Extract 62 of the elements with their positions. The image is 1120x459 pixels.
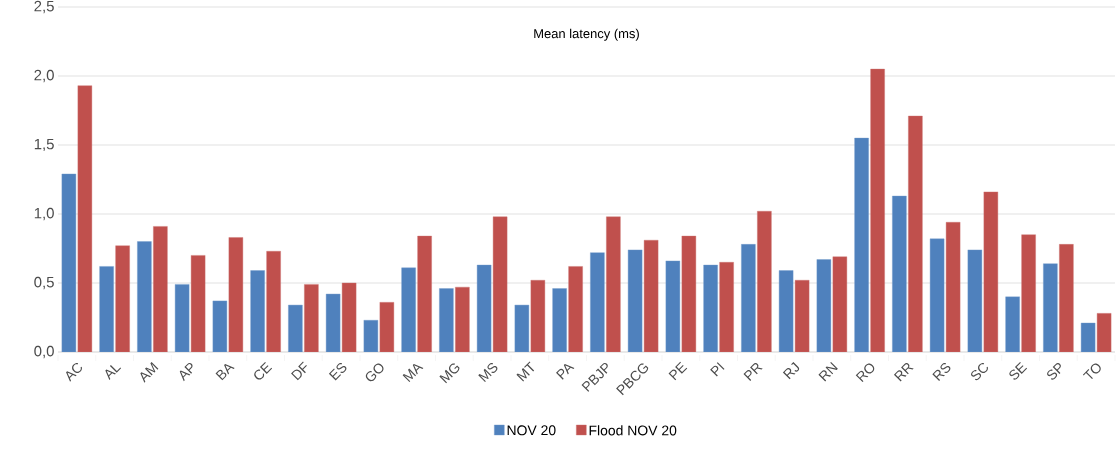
bar	[401, 267, 416, 352]
bar	[250, 270, 265, 352]
bar	[757, 211, 772, 352]
x-tick-label: AC	[66, 363, 82, 382]
bar	[703, 264, 718, 352]
x-tick-label: AL	[105, 364, 122, 381]
bar	[908, 115, 923, 352]
bar	[115, 245, 130, 352]
bar	[137, 241, 152, 352]
x-tick-label: AP	[179, 362, 193, 382]
legend-label: Flood NOV 20	[589, 425, 677, 436]
bar	[99, 266, 114, 352]
x-tick-label: MT	[516, 361, 535, 382]
bar	[870, 68, 885, 352]
bar	[719, 262, 734, 352]
x-tick-label: PA	[556, 363, 575, 380]
bar	[741, 244, 756, 352]
y-tick-label: 2,0	[34, 69, 54, 83]
legend-label: NOV 20	[507, 425, 556, 436]
bar	[304, 284, 319, 352]
x-tick-label: MG	[439, 363, 460, 384]
y-tick-label: 0,0	[34, 345, 54, 359]
x-tick-label: SE	[1009, 361, 1028, 380]
x-tick-label: AM	[140, 362, 159, 383]
y-tick-label: 0,5	[34, 276, 54, 290]
x-tick-label: PR	[743, 363, 763, 381]
x-tick-label: RS	[932, 362, 951, 381]
text: Mean latency (ms)	[534, 28, 639, 41]
bar	[266, 251, 281, 352]
bar	[590, 252, 605, 352]
x-tick-label: MA	[402, 363, 424, 382]
x-tick-label: SP	[1047, 363, 1061, 380]
x-tick-label: DF	[291, 361, 307, 381]
bar	[455, 286, 470, 352]
bar	[417, 235, 432, 352]
x-tick-label: PI	[710, 362, 725, 377]
x-tick-label: RJ	[782, 361, 800, 380]
x-tick-label: GO	[365, 363, 384, 382]
bar	[1021, 234, 1036, 352]
x-tick-label: TO	[1082, 363, 1101, 380]
x-tick-label: BA	[215, 363, 235, 381]
bar	[439, 288, 454, 352]
bar	[606, 216, 621, 352]
bar	[892, 195, 907, 352]
bar	[854, 137, 869, 352]
x-tick-label: CE	[254, 361, 273, 380]
bar	[1059, 244, 1074, 352]
bar	[1043, 263, 1058, 352]
x-tick-label: MS	[478, 362, 498, 383]
bar	[1005, 296, 1020, 352]
bar	[552, 288, 567, 352]
x-tick-label: PE	[668, 361, 688, 381]
x-tick-label: ES	[328, 362, 347, 381]
x-tick-label: SC	[971, 363, 988, 381]
x-tick-label: RR	[893, 363, 914, 382]
x-tick-label: RO	[855, 363, 875, 383]
y-tick-label: 2,5	[34, 0, 54, 14]
y-tick-label: 1,5	[34, 138, 54, 152]
bar	[568, 266, 583, 352]
x-tick-label: RN	[818, 362, 838, 382]
y-tick-label: 1,0	[34, 207, 54, 221]
bar	[153, 226, 168, 352]
